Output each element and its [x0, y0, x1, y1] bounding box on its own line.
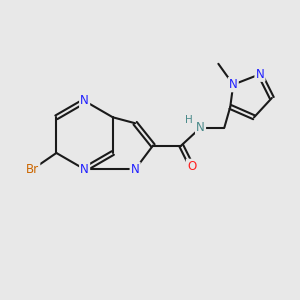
Text: N: N: [131, 163, 140, 176]
Text: N: N: [229, 78, 238, 91]
Text: O: O: [187, 160, 196, 173]
Text: N: N: [196, 121, 205, 134]
Text: N: N: [80, 94, 89, 107]
Text: N: N: [80, 163, 89, 176]
Text: H: H: [185, 115, 193, 125]
Text: N: N: [256, 68, 264, 81]
Text: Br: Br: [26, 163, 39, 176]
